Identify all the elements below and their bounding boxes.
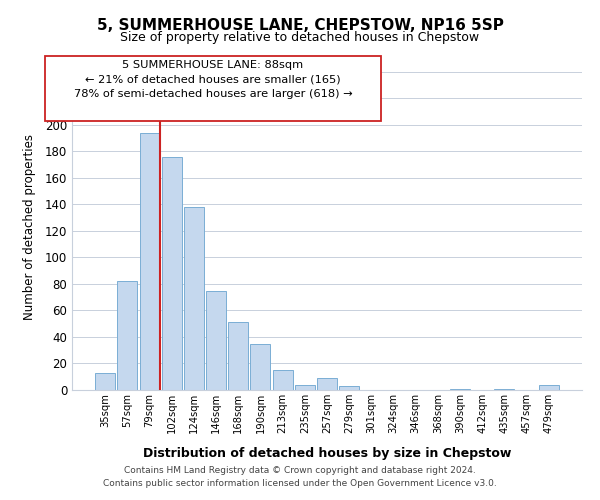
Bar (162, 156, 182, 390)
Bar (95, 373, 115, 390)
Bar (539, 384, 559, 390)
Text: Size of property relative to detached houses in Chepstow: Size of property relative to detached ho… (121, 32, 479, 44)
Bar (317, 378, 337, 390)
Bar (250, 344, 271, 390)
Bar (118, 281, 137, 390)
Bar (295, 384, 315, 390)
Bar (206, 290, 226, 390)
Bar (184, 207, 204, 390)
Bar (339, 386, 359, 390)
Text: 5, SUMMERHOUSE LANE, CHEPSTOW, NP16 5SP: 5, SUMMERHOUSE LANE, CHEPSTOW, NP16 5SP (97, 18, 503, 32)
X-axis label: Distribution of detached houses by size in Chepstow: Distribution of detached houses by size … (143, 447, 511, 460)
Bar (272, 370, 293, 390)
Bar (228, 322, 248, 390)
Bar (140, 132, 160, 390)
Y-axis label: Number of detached properties: Number of detached properties (23, 134, 37, 320)
Text: Contains HM Land Registry data © Crown copyright and database right 2024.
Contai: Contains HM Land Registry data © Crown c… (103, 466, 497, 487)
Bar (494, 388, 514, 390)
Bar (450, 388, 470, 390)
Text: 5 SUMMERHOUSE LANE: 88sqm
← 21% of detached houses are smaller (165)
78% of semi: 5 SUMMERHOUSE LANE: 88sqm ← 21% of detac… (74, 60, 352, 99)
